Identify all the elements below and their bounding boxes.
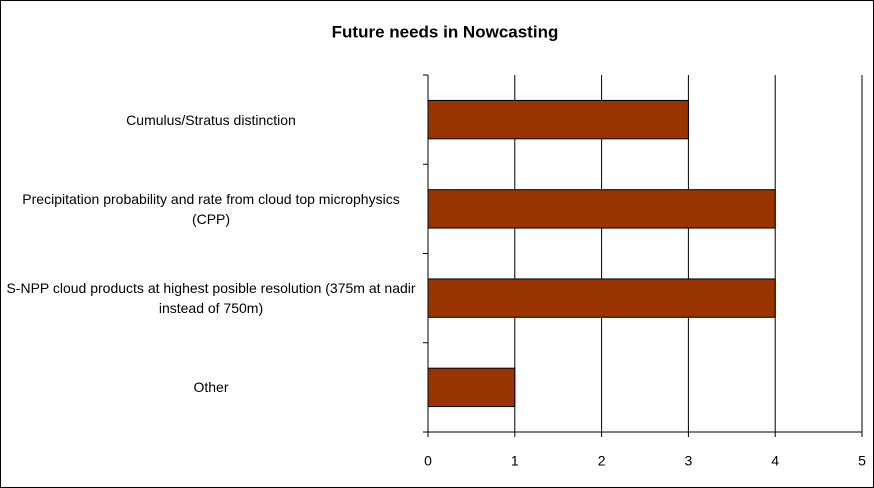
y-tick-label: Precipitation probability and rate from …: [22, 190, 400, 227]
x-tick-label: 2: [598, 453, 606, 469]
bar: [427, 367, 516, 408]
y-tick-label: Other: [193, 379, 229, 396]
x-tick-label: 5: [858, 453, 866, 469]
y-tick-label: S-NPP cloud products at highest posible …: [6, 280, 416, 317]
y-tick-label: Cumulus/Stratus distinction: [126, 111, 296, 128]
x-tick-label: 1: [511, 453, 519, 469]
x-tick-label: 0: [424, 453, 432, 469]
chart-title: Future needs in Nowcasting: [332, 22, 559, 41]
x-tick-label: 4: [771, 453, 779, 469]
bar: [427, 189, 776, 229]
x-tick-label: 3: [685, 453, 693, 469]
bar: [427, 99, 689, 140]
bar: [427, 278, 776, 318]
